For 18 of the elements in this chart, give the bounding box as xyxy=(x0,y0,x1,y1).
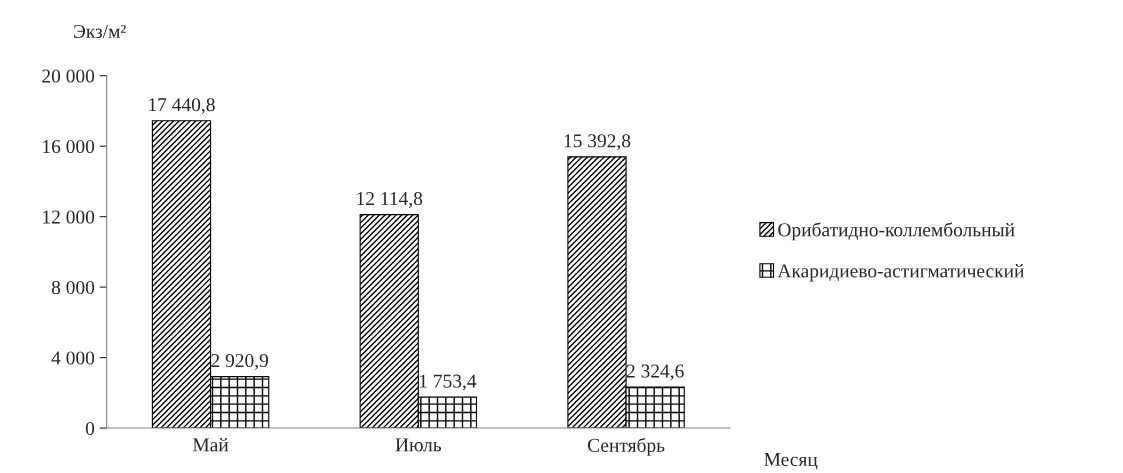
x-axis-title: Месяц xyxy=(764,453,818,470)
y-tick-label: 20 000 xyxy=(42,69,95,83)
y-tick-label: 0 xyxy=(85,421,95,435)
data-label: 15 392,8 xyxy=(564,134,631,151)
x-tick-label: Сентябрь xyxy=(587,437,665,456)
x-tick-label: Май xyxy=(192,437,229,452)
y-tick-label: 16 000 xyxy=(43,139,95,154)
y-tick-label: 12 000 xyxy=(43,210,95,224)
data-label: 1 753,4 xyxy=(419,374,477,391)
y-tick-label: 8 000 xyxy=(51,280,95,295)
legend-label: Акаридиево-астигматический xyxy=(777,263,1024,282)
data-label: 2 920,9 xyxy=(211,353,269,370)
data-label: 12 114,8 xyxy=(357,191,423,208)
y-axis-title: Экз/м² xyxy=(74,24,126,38)
data-label: 17 440,8 xyxy=(149,98,215,115)
legend-label: Орибатидно-коллембольный xyxy=(778,222,1015,241)
x-tick-label: Июль xyxy=(395,438,442,452)
y-tick-label: 4 000 xyxy=(51,351,95,365)
